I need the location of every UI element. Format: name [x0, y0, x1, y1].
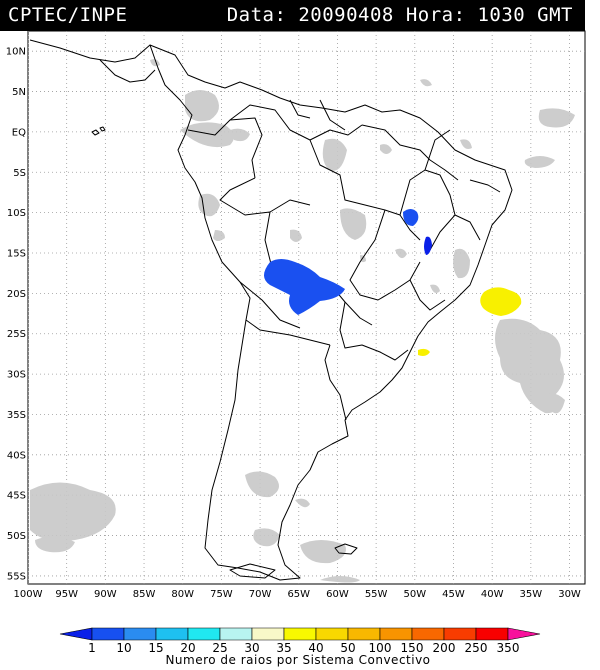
- lat-tick-label: 30S: [7, 370, 26, 381]
- lat-tick-label: 35S: [7, 410, 26, 421]
- colorbar-segment: [379, 627, 413, 641]
- lat-tick-label: 10S: [7, 208, 26, 219]
- lat-tick-label: 5S: [13, 168, 26, 179]
- colorbar-segment: [251, 627, 285, 641]
- lat-tick-label: 50S: [7, 531, 26, 542]
- colorbar-label: 350: [497, 641, 520, 655]
- system-atlantic: [480, 287, 522, 316]
- colorbar-label: 150: [401, 641, 424, 655]
- lon-tick-label: 50W: [403, 589, 426, 600]
- longitude-axis: 100W 95W 90W 85W 80W 75W 70W 65W 60W 55W 50W 45W 40W…: [14, 589, 581, 600]
- lon-tick-label: 85W: [133, 589, 156, 600]
- lat-tick-label: 5N: [12, 87, 26, 98]
- colorbar-label: 50: [340, 641, 355, 655]
- colorbar-label: 35: [276, 641, 291, 655]
- lon-tick-label: 45W: [442, 589, 465, 600]
- lon-tick-label: 70W: [249, 589, 272, 600]
- colorbar-label: 20: [180, 641, 195, 655]
- lon-tick-label: 65W: [287, 589, 310, 600]
- system-south: [418, 348, 430, 356]
- colorbar-label: 1: [88, 641, 96, 655]
- source-label: CPTEC/INPE: [8, 4, 128, 26]
- colorbar-label: 200: [433, 641, 456, 655]
- colorbar: 1 10 15 20 25 30 35 40 50 100 150 200 250 350: [59, 627, 541, 655]
- colorbar-segment: [443, 627, 477, 641]
- map-header: CPTEC/INPE Data: 20090408 Hora: 1030 GMT: [0, 0, 585, 31]
- colorbar-segment: [219, 627, 253, 641]
- grid-lines: [28, 31, 585, 584]
- lon-tick-label: 60W: [326, 589, 349, 600]
- colorbar-segment: [283, 627, 317, 641]
- colorbar-title: Numero de raios por Sistema Convectivo: [165, 653, 430, 667]
- lat-tick-label: 40S: [7, 450, 26, 461]
- lon-tick-label: 35W: [520, 589, 543, 600]
- lat-tick-label: EQ: [12, 127, 26, 138]
- lightning-systems: [264, 209, 522, 356]
- lon-tick-label: 30W: [558, 589, 581, 600]
- time-label: Hora:: [405, 4, 466, 26]
- colorbar-label: 100: [369, 641, 392, 655]
- colorbar-label: 15: [148, 641, 163, 655]
- cloud-cover: [30, 59, 575, 583]
- colorbar-label: 30: [244, 641, 259, 655]
- time-value: 1030 GMT: [477, 4, 573, 26]
- lon-tick-label: 90W: [94, 589, 117, 600]
- colorbar-segment: [475, 627, 509, 641]
- lon-tick-label: 80W: [171, 589, 194, 600]
- colorbar-segment: [59, 627, 93, 641]
- lon-tick-label: 95W: [55, 589, 78, 600]
- lon-tick-label: 40W: [481, 589, 504, 600]
- colorbar-label: 25: [212, 641, 227, 655]
- coastlines: [29, 39, 513, 581]
- lat-tick-label: 20S: [7, 289, 26, 300]
- system-bahia: [424, 236, 432, 255]
- lon-tick-label: 100W: [14, 589, 43, 600]
- lon-tick-label: 55W: [365, 589, 388, 600]
- system-north: [403, 209, 419, 226]
- lat-tick-label: 45S: [7, 491, 26, 502]
- date-value: 20090408: [298, 4, 394, 26]
- colorbar-segment: [123, 627, 157, 641]
- colorbar-segment: [347, 627, 381, 641]
- colorbar-segment: [187, 627, 221, 641]
- colorbar-segment: [411, 627, 445, 641]
- datetime-label: Data: 20090408 Hora: 1030 GMT: [227, 4, 573, 26]
- lon-tick-label: 75W: [210, 589, 233, 600]
- colorbar-segment: [315, 627, 349, 641]
- lat-tick-label: 10N: [6, 47, 26, 58]
- colorbar-segment: [155, 627, 189, 641]
- lat-tick-label: 15S: [7, 249, 26, 260]
- latitude-axis: 10N 5N EQ 5S 10S 15S 20S 25S 30S 35S 40S 45S 50S 55S: [6, 47, 26, 583]
- date-label: Data:: [226, 4, 287, 26]
- colorbar-label: 250: [465, 641, 488, 655]
- colorbar-label: 10: [116, 641, 131, 655]
- colorbar-segment: [91, 627, 125, 641]
- lat-tick-label: 25S: [7, 329, 26, 340]
- system-central: [264, 259, 345, 315]
- colorbar-label: 40: [308, 641, 323, 655]
- lat-tick-label: 55S: [7, 571, 26, 582]
- colorbar-segment: [507, 627, 541, 641]
